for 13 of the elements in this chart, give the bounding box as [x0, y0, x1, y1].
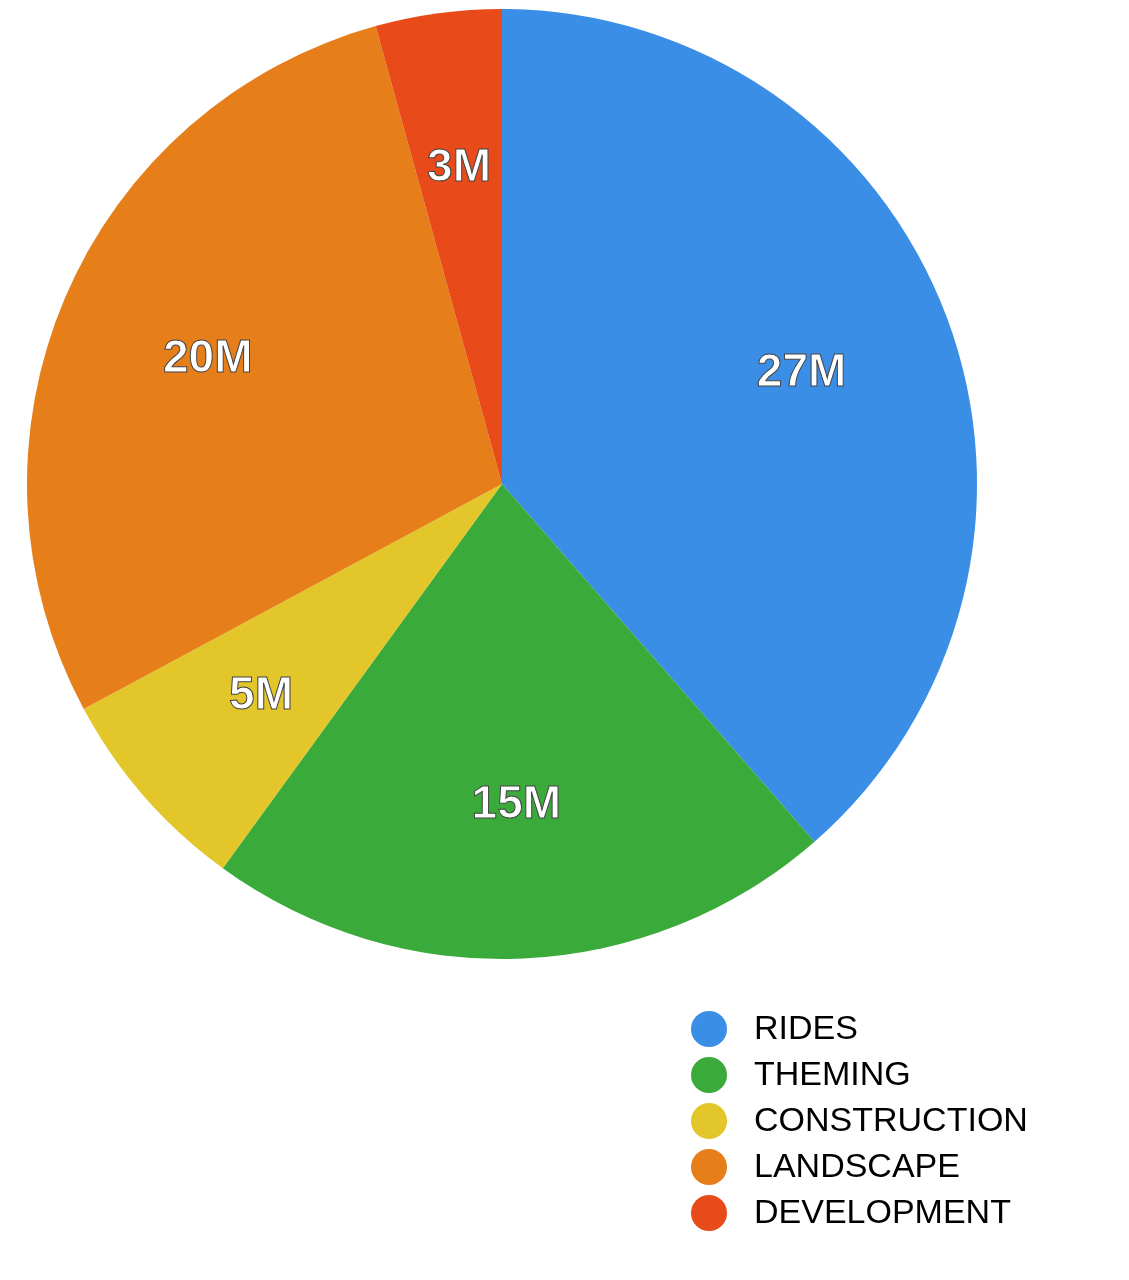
data-label: 5M: [229, 666, 293, 719]
data-label: 3M: [427, 138, 491, 191]
data-label: 27M: [756, 343, 847, 396]
data-label: 20M: [163, 330, 253, 383]
legend-label: DEVELOPMENT: [754, 1192, 1011, 1230]
legend-label: THEMING: [754, 1054, 911, 1092]
data-label: 15M: [471, 775, 562, 828]
legend-label: RIDES: [754, 1008, 858, 1046]
pie-slice: [375, 9, 502, 484]
legend-label: CONSTRUCTION: [754, 1100, 1028, 1138]
legend-label: LANDSCAPE: [754, 1146, 960, 1184]
pie-slice: [27, 26, 502, 710]
pie-slice: [222, 484, 815, 959]
